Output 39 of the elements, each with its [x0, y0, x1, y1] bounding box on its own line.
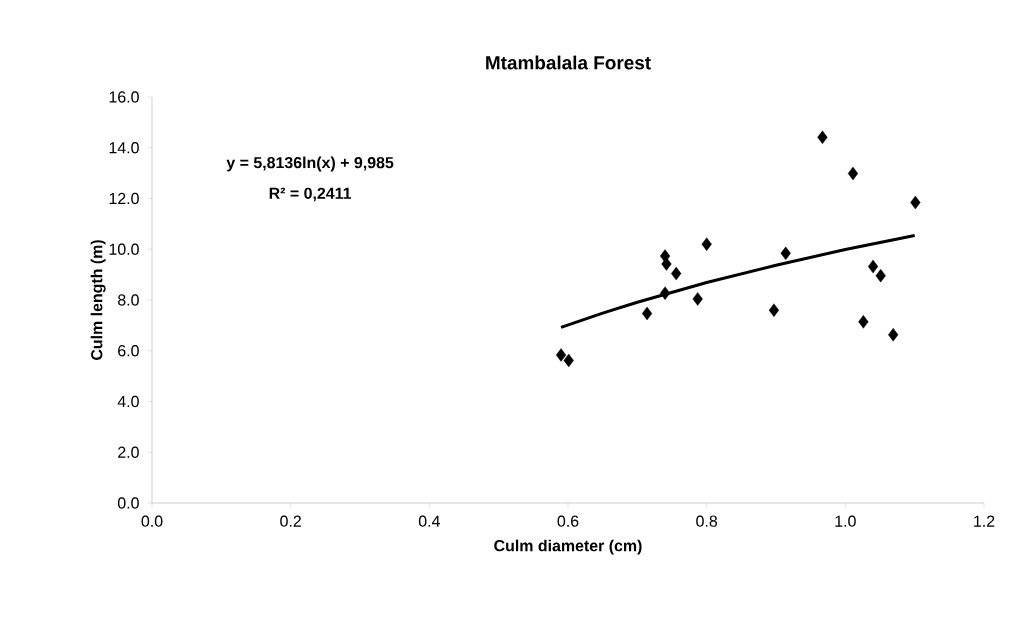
- y-tick-label: 6.0: [118, 345, 139, 357]
- point: [875, 268, 886, 283]
- point: [671, 266, 682, 281]
- x-tick-label: 0.2: [280, 515, 301, 527]
- chart-title: Mtambalala Forest: [486, 55, 651, 70]
- annotation: R² = 0,2411: [269, 187, 352, 202]
- y-tick-label: 12.0: [109, 192, 139, 205]
- point: [780, 246, 791, 260]
- point: [556, 348, 567, 362]
- point: [692, 292, 703, 306]
- x-tick-label: 0.4: [418, 515, 440, 527]
- point: [888, 328, 899, 342]
- point: [910, 195, 921, 210]
- point: [563, 353, 574, 368]
- x-axis-title: Culm diameter (cm): [494, 539, 642, 555]
- point: [847, 166, 859, 181]
- line-series: [559, 234, 917, 329]
- point: [858, 315, 869, 329]
- point: [817, 130, 828, 145]
- y-tick-label: 2.0: [118, 446, 139, 458]
- x-tick-label: 1.0: [835, 515, 856, 527]
- x-tick-label: 0.8: [696, 515, 718, 527]
- x-tick-label: 0.6: [557, 515, 579, 527]
- y-tick-label: 4.0: [117, 395, 139, 408]
- y-tick-label: 14.0: [109, 142, 139, 154]
- x-tick-label: 0.0: [141, 515, 163, 527]
- y-tick-label: 16.0: [109, 91, 139, 103]
- x-tick-label: 1.2: [974, 515, 995, 527]
- y-tick-label: 10.0: [109, 243, 139, 255]
- annotation: y = 5,8136ln(x) + 9,985: [226, 156, 394, 172]
- y-tick-label: 8.0: [118, 294, 139, 306]
- point: [660, 286, 671, 300]
- y-axis-title: Culm length (m): [90, 240, 106, 360]
- point: [641, 306, 653, 321]
- point: [701, 237, 712, 251]
- point: [868, 259, 879, 274]
- y-tick-label: 0.0: [117, 497, 139, 509]
- point: [661, 257, 672, 271]
- point: [768, 303, 779, 317]
